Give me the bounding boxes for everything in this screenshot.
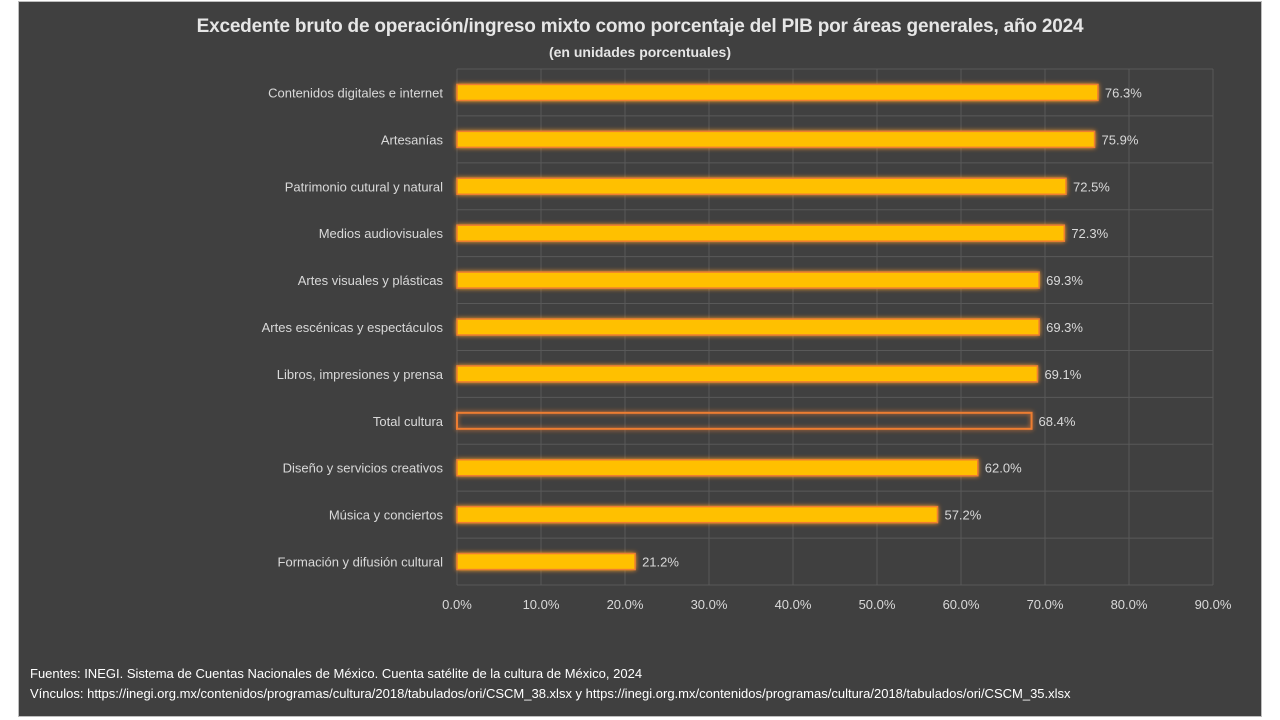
x-axis-tick-labels: 0.0% 10.0% 20.0% 30.0% 40.0% 50.0% 60.0% 70.0% 8… xyxy=(442,597,1232,612)
bars xyxy=(456,83,1099,571)
value-label: 69.1% xyxy=(1044,367,1081,382)
x-tick-label: 80.0% xyxy=(1111,597,1148,612)
bar xyxy=(456,505,939,524)
chart-footer: Fuentes: INEGI. Sistema de Cuentas Nacio… xyxy=(30,664,1071,704)
value-label: 69.3% xyxy=(1046,320,1083,335)
bar xyxy=(456,552,636,571)
x-tick-label: 30.0% xyxy=(691,597,728,612)
value-label: 57.2% xyxy=(944,508,981,523)
value-label: 68.4% xyxy=(1039,414,1076,429)
value-label: 62.0% xyxy=(985,461,1022,476)
bar xyxy=(456,318,1040,336)
chart-panel xyxy=(18,1,1262,717)
bar xyxy=(456,83,1099,102)
value-label: 75.9% xyxy=(1102,132,1139,147)
bar xyxy=(456,130,1096,149)
x-tick-label: 0.0% xyxy=(442,597,472,612)
bar xyxy=(456,271,1040,289)
links-text: Vínculos: https://inegi.org.mx/contenido… xyxy=(30,686,1071,701)
value-label: 72.5% xyxy=(1073,179,1110,194)
category-label: Contenidos digitales e internet xyxy=(268,85,443,100)
x-tick-label: 60.0% xyxy=(943,597,980,612)
chart-subtitle: (en unidades porcentuales) xyxy=(548,44,732,60)
category-label: Artes escénicas y espectáculos xyxy=(262,320,444,335)
category-label: Total cultura xyxy=(373,414,444,429)
chart-title: Excedente bruto de operación/ingreso mix… xyxy=(196,16,1084,37)
category-label: Formación y difusión cultural xyxy=(278,555,444,570)
category-label: Diseño y servicios creativos xyxy=(283,461,444,476)
x-tick-label: 50.0% xyxy=(859,597,896,612)
value-label: 76.3% xyxy=(1105,85,1142,100)
category-label: Artesanías xyxy=(381,132,444,147)
value-label: 21.2% xyxy=(642,555,679,570)
category-label: Patrimonio cutural y natural xyxy=(285,179,443,194)
bar xyxy=(456,365,1039,383)
bar xyxy=(456,411,1033,430)
x-tick-label: 70.0% xyxy=(1027,597,1064,612)
x-tick-label: 90.0% xyxy=(1195,597,1232,612)
x-tick-label: 10.0% xyxy=(523,597,560,612)
value-label: 72.3% xyxy=(1071,226,1108,241)
category-label: Artes visuales y plásticas xyxy=(298,273,444,288)
value-labels: 76.3% 75.9% 72.5% 72.3% 69.3% 69.3% 69.1% 68.4%… xyxy=(642,85,1142,569)
sources-text: Fuentes: INEGI. Sistema de Cuentas Nacio… xyxy=(30,666,643,681)
value-label: 69.3% xyxy=(1046,273,1083,288)
x-tick-label: 20.0% xyxy=(607,597,644,612)
category-label: Medios audiovisuales xyxy=(319,226,444,241)
category-labels: Contenidos digitales e internet Artesanía… xyxy=(262,85,444,569)
bar xyxy=(456,458,979,477)
category-label: Música y conciertos xyxy=(329,508,444,523)
category-label: Libros, impresiones y prensa xyxy=(277,367,444,382)
bar xyxy=(456,224,1066,242)
bar xyxy=(456,177,1067,196)
x-tick-label: 40.0% xyxy=(775,597,812,612)
